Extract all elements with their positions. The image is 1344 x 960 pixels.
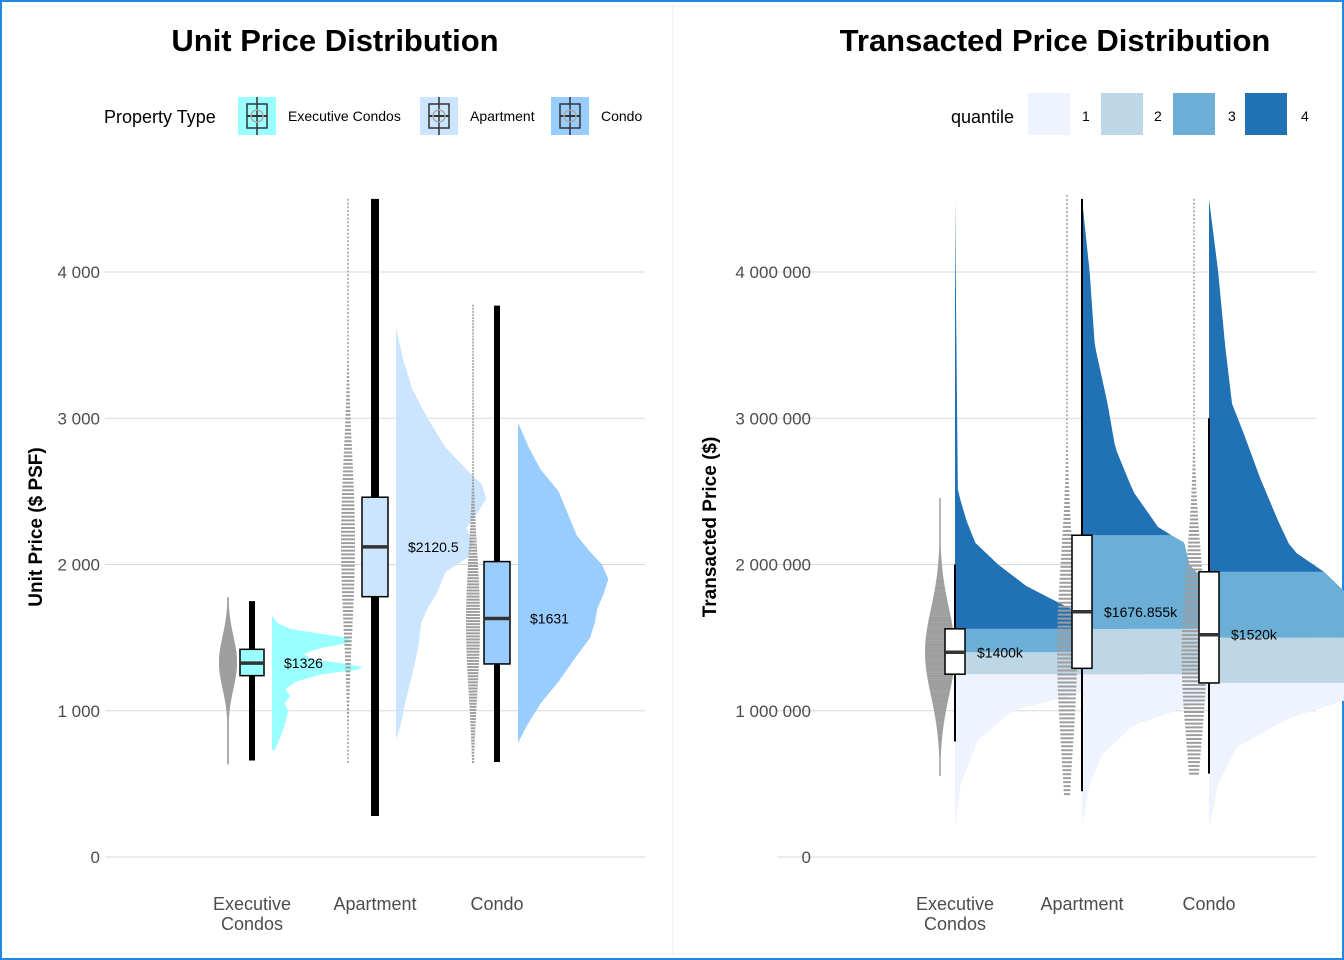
median-data-label: $1676.855k — [1104, 604, 1178, 620]
legend-key — [1101, 93, 1143, 135]
quantile-band-4 — [1082, 198, 1172, 536]
quantile-band-2 — [1209, 637, 1344, 683]
x-tick-label: Condo — [1182, 894, 1235, 914]
y-tick-label: 1 000 — [57, 702, 100, 721]
x-tick-label: Apartment — [1040, 894, 1123, 914]
y-tick-label: 3 000 000 — [735, 409, 811, 428]
chart-title-right: Transacted Price Distribution — [840, 23, 1271, 58]
legend-key-dot — [250, 109, 264, 123]
median-data-label: $2120.5 — [408, 539, 459, 555]
legend-label: 1 — [1082, 108, 1090, 124]
legend-key-dot — [432, 109, 446, 123]
legend-label: Executive Condos — [288, 108, 401, 124]
legend-label: 2 — [1154, 108, 1162, 124]
legend-key-dot — [563, 109, 577, 123]
legend-title-right: quantile — [951, 107, 1014, 127]
y-tick-label: 4 000 — [57, 263, 100, 282]
y-tick-label: 1 000 000 — [735, 702, 811, 721]
legend-key — [1245, 93, 1287, 135]
box — [1198, 571, 1220, 684]
legend-key — [1028, 93, 1070, 135]
y-axis-title-right: Transacted Price ($) — [700, 437, 721, 618]
x-tick-label: Condos — [221, 914, 283, 934]
median-data-label: $1520k — [1231, 627, 1278, 643]
legend-key — [1173, 93, 1215, 135]
median-data-label: $1326 — [284, 655, 323, 671]
x-tick-label: Condos — [924, 914, 986, 934]
median-data-label: $1400k — [977, 644, 1024, 660]
chart-title-left: Unit Price Distribution — [171, 23, 498, 58]
density-cloud — [518, 422, 609, 743]
y-tick-label: 2 000 — [57, 556, 100, 575]
density-cloud — [396, 327, 487, 740]
x-tick-label: Executive — [213, 894, 291, 914]
y-tick-label: 0 — [802, 848, 811, 867]
y-tick-label: 4 000 000 — [735, 263, 811, 282]
x-tick-label: Executive — [916, 894, 994, 914]
quantile-band-4 — [955, 198, 1128, 629]
box — [1071, 534, 1093, 670]
x-tick-label: Condo — [470, 894, 523, 914]
legend-label: 3 — [1228, 108, 1236, 124]
plot-area-right: 0 1 000 000 2 000 000 3 000 000 4 000 000 Exe… — [735, 93, 1344, 934]
y-tick-label: 3 000 — [57, 409, 100, 428]
quantile-band-1 — [1082, 674, 1283, 828]
y-tick-label: 2 000 000 — [735, 556, 811, 575]
y-axis-title-left: Unit Price ($ PSF) — [26, 447, 47, 606]
legend-title-left: Property Type — [104, 107, 216, 127]
quantile-band-1 — [1209, 682, 1344, 828]
legend-label: Apartment — [470, 108, 535, 124]
legend-label: 4 — [1301, 108, 1309, 124]
median-data-label: $1631 — [530, 610, 569, 626]
legend-label: Condo — [601, 108, 642, 124]
quantile-band-4 — [1209, 198, 1324, 572]
density-cloud — [272, 615, 363, 751]
quantile-band-3 — [1209, 571, 1344, 638]
quantile-band-1 — [955, 674, 1141, 828]
box — [483, 560, 511, 665]
y-tick-label: 0 — [91, 848, 100, 867]
x-tick-label: Apartment — [333, 894, 416, 914]
